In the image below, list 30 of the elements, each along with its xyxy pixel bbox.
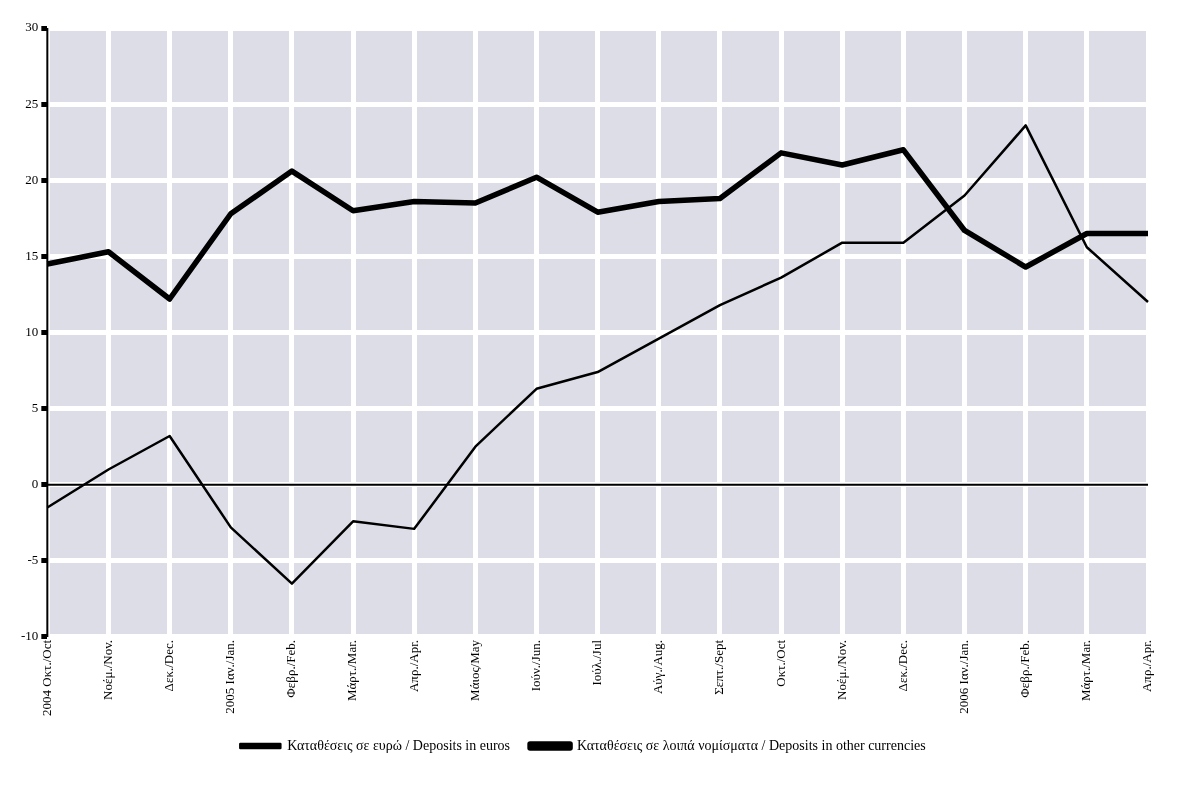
legend-label: Καταθέσεις σε ευρώ / Deposits in euros <box>287 737 511 753</box>
y-tick-label: 25 <box>25 95 39 111</box>
x-tick-label: Νοέμ./Nov. <box>99 639 115 700</box>
x-tick-label: 2004 Οκτ./Oct <box>38 639 54 716</box>
x-tick-label: Μάρτ./Mar. <box>344 639 360 702</box>
legend-label: Καταθέσεις σε λοιπά νομίσματα / Deposits in other currencies <box>577 737 926 753</box>
x-tick-label: Σεπτ./Sept <box>711 639 727 695</box>
x-tick-label: Μάρτ./Mar. <box>1078 639 1094 702</box>
x-tick-label: Ιούλ./Jul <box>589 639 605 686</box>
y-tick-label: 0 <box>31 476 39 492</box>
x-tick-label: Απρ./Apr. <box>1139 639 1155 693</box>
x-tick-label: Φεβρ./Feb. <box>283 639 299 698</box>
x-tick-label: Δεκ./Dec. <box>161 639 177 692</box>
y-tick-label: 30 <box>25 19 39 35</box>
y-tick-label: -10 <box>20 628 39 644</box>
x-tick-label: Απρ./Apr. <box>405 639 421 693</box>
y-tick-label: 5 <box>31 400 39 416</box>
x-tick-label: Μάιος/May <box>466 639 482 701</box>
y-tick-label: 10 <box>25 323 39 339</box>
x-tick-label: 2005 Ιαν./Jan. <box>222 639 238 714</box>
x-tick-label: Δεκ./Dec. <box>894 639 910 692</box>
y-tick-label: 15 <box>25 247 39 263</box>
x-tick-label: Φεβρ./Feb. <box>1017 639 1033 698</box>
x-tick-label: Αύγ./Aug. <box>650 639 666 695</box>
y-tick-label: 20 <box>25 171 39 187</box>
y-tick-label: -5 <box>27 552 39 568</box>
x-tick-label: Οκτ./Oct <box>772 639 788 687</box>
x-tick-label: Νοέμ./Nov. <box>833 639 849 700</box>
x-tick-label: 2006 Ιαν./Jan. <box>955 639 971 714</box>
x-tick-label: Ιούν./Jun. <box>527 639 543 692</box>
